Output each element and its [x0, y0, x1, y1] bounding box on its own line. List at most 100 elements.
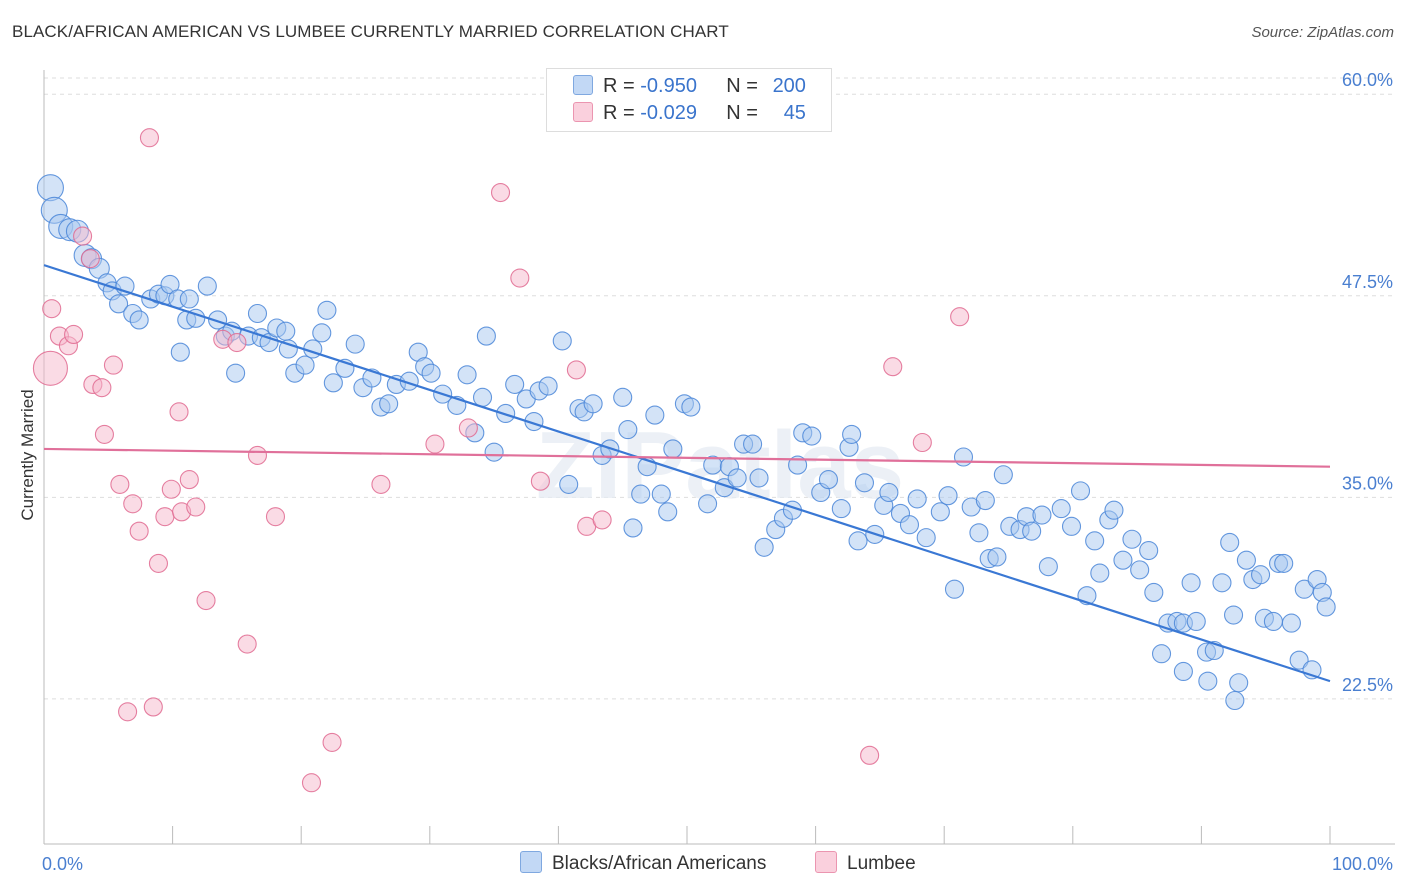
point-lumbee	[530, 471, 550, 491]
point-blacks	[226, 363, 246, 383]
point-blacks	[743, 434, 763, 454]
point-blacks	[645, 405, 665, 425]
point-blacks	[623, 518, 643, 538]
point-lumbee	[265, 507, 286, 527]
point-blacks	[930, 502, 950, 522]
point-lumbee	[110, 474, 130, 494]
point-lumbee	[129, 521, 149, 541]
point-lumbee	[592, 510, 612, 530]
point-blacks	[975, 490, 995, 511]
point-blacks	[317, 300, 337, 320]
point-blacks	[987, 547, 1007, 567]
point-blacks	[1173, 661, 1193, 682]
point-lumbee	[161, 479, 181, 499]
point-blacks	[842, 424, 862, 444]
legend-n-value: 45	[783, 102, 806, 124]
point-blacks	[1274, 553, 1294, 573]
point-blacks	[1220, 532, 1240, 553]
point-blacks	[754, 537, 774, 557]
point-blacks	[1038, 557, 1058, 577]
point-lumbee	[371, 474, 391, 494]
point-lumbee	[458, 418, 478, 438]
point-blacks	[1263, 611, 1283, 632]
point-lumbee	[301, 773, 322, 793]
point-lumbee	[566, 360, 586, 380]
y-tick-label: 47.5%	[1342, 272, 1393, 292]
point-blacks	[1186, 611, 1206, 632]
tick-labels: 22.5% 35.0% 47.5% 60.0% 0.0% 100.0%	[42, 70, 1393, 874]
point-blacks	[295, 355, 315, 375]
point-blacks	[505, 374, 525, 394]
point-blacks	[1181, 573, 1201, 593]
point-blacks	[208, 310, 228, 330]
point-blacks	[698, 494, 718, 514]
point-lumbee	[123, 494, 143, 514]
point-blacks	[938, 486, 958, 506]
point-blacks	[749, 468, 769, 488]
point-blacks	[651, 484, 671, 504]
point-blacks	[916, 528, 936, 548]
point-blacks	[1236, 550, 1256, 570]
point-lumbee	[73, 226, 93, 246]
point-blacks	[1198, 671, 1218, 691]
point-blacks	[421, 363, 441, 383]
point-lumbee	[42, 299, 62, 319]
point-blacks	[312, 323, 332, 343]
point-blacks	[457, 365, 477, 385]
point-blacks	[472, 387, 493, 407]
point-lumbee	[32, 350, 68, 386]
point-blacks	[1061, 516, 1082, 536]
point-lumbee	[143, 697, 163, 717]
point-blacks	[879, 482, 899, 503]
point-blacks	[854, 473, 875, 493]
point-blacks	[1113, 550, 1133, 570]
point-lumbee	[103, 355, 123, 375]
series-lumbee-points	[32, 128, 970, 793]
point-blacks	[379, 394, 399, 414]
chart-title: BLACK/AFRICAN AMERICAN VS LUMBEE CURRENT…	[12, 22, 729, 41]
point-blacks	[1051, 499, 1071, 519]
point-lumbee	[950, 307, 970, 327]
point-blacks	[1151, 644, 1172, 664]
point-blacks	[663, 439, 683, 459]
trend-line-blacks	[43, 264, 1331, 683]
point-lumbee	[94, 424, 114, 444]
point-lumbee	[860, 745, 880, 765]
point-blacks	[109, 294, 129, 314]
point-blacks	[345, 334, 365, 354]
point-lumbee	[247, 445, 268, 465]
point-blacks	[658, 502, 678, 522]
point-blacks	[1294, 579, 1314, 599]
legend-swatch-lumbee	[573, 102, 593, 122]
point-lumbee	[883, 357, 903, 377]
point-blacks	[323, 373, 343, 393]
point-blacks	[197, 276, 217, 296]
point-blacks	[1225, 690, 1245, 711]
point-blacks	[1212, 573, 1232, 593]
point-blacks	[618, 420, 638, 440]
point-blacks	[36, 174, 64, 202]
legend-label-blacks: Blacks/African Americans	[552, 853, 767, 874]
legend-row-blacks: R = -0.950 N = 200	[573, 75, 806, 99]
chart-source: Source: ZipAtlas.com	[1251, 24, 1394, 41]
y-tick-label: 22.5%	[1342, 675, 1393, 695]
point-blacks	[1122, 529, 1142, 549]
y-tick-label: 60.0%	[1342, 70, 1393, 90]
point-lumbee	[510, 268, 530, 288]
point-lumbee	[186, 497, 206, 517]
point-lumbee	[118, 702, 138, 722]
point-lumbee	[322, 732, 342, 752]
point-blacks	[1229, 673, 1249, 693]
point-blacks	[170, 342, 190, 362]
point-blacks	[538, 376, 558, 396]
point-lumbee	[169, 402, 189, 422]
trend-lines	[43, 264, 1331, 683]
point-blacks	[631, 484, 651, 504]
point-blacks	[681, 397, 701, 417]
point-blacks	[1022, 521, 1042, 541]
trend-line-lumbee	[43, 447, 1331, 468]
legend-label-lumbee: Lumbee	[847, 853, 916, 874]
legend-row-lumbee: R = -0.029 N = 45	[573, 102, 806, 126]
series-legend: Blacks/African Americans Lumbee	[0, 851, 1406, 877]
